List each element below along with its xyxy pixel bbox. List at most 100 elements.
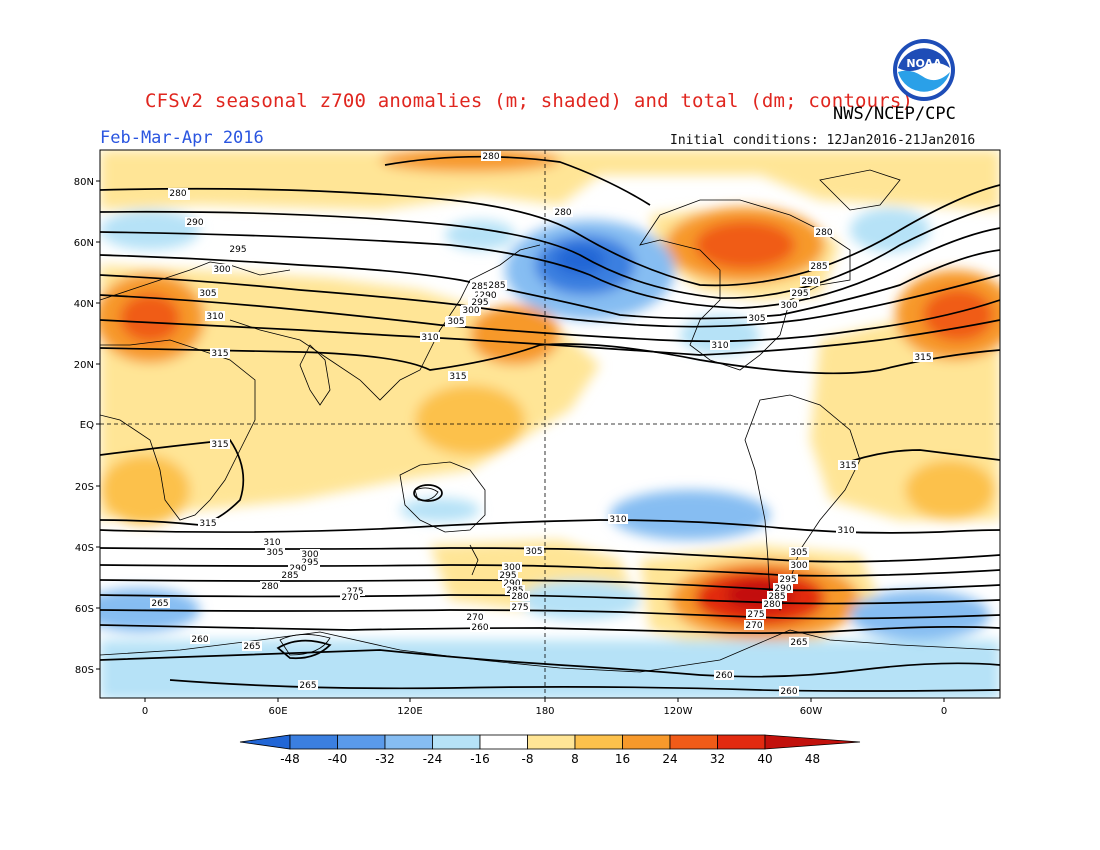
contour-label: 280 <box>763 600 780 610</box>
coastline-nz <box>469 544 479 576</box>
contour-label-bg <box>710 340 730 350</box>
contour-label-bg <box>746 609 766 619</box>
contour-label-bg <box>168 188 188 198</box>
contour-label-bg <box>212 264 232 274</box>
colorbar-label: -24 <box>423 752 443 766</box>
anomaly-low-southpacific <box>610 490 770 540</box>
contour-label: 260 <box>715 671 732 681</box>
lon-label: 180 <box>535 706 554 717</box>
anomaly-high-atlantic-core <box>923 289 993 341</box>
contour-label: 310 <box>837 526 854 536</box>
coastline-northamerica <box>639 199 851 371</box>
contour-s1 <box>100 547 1000 563</box>
contour-label: 270 <box>745 621 762 631</box>
colorbar-label: -16 <box>470 752 490 766</box>
coastline-antarctica-island <box>279 634 331 656</box>
initial-conditions: Initial conditions: 12Jan2016-21Jan2016 <box>670 133 976 148</box>
colorbar-label: 16 <box>615 752 630 766</box>
contour-label: 285 <box>768 592 785 602</box>
anomaly-low-ross <box>520 580 640 620</box>
contour-label: 305 <box>525 547 542 557</box>
contour-label: 275 <box>747 610 764 620</box>
lon-label: 60E <box>268 706 287 717</box>
contour-label: 300 <box>301 550 318 560</box>
coastline-india <box>299 344 331 406</box>
lon-label: 120W <box>664 706 693 717</box>
contour-label-bg <box>242 641 262 651</box>
colorbar-swatch <box>574 734 623 750</box>
contour-label-bg <box>190 634 210 644</box>
contour-n6 <box>100 294 1000 343</box>
contour-label: 270 <box>341 593 358 603</box>
contour-label: 280 <box>815 228 832 238</box>
contour-label: 280 <box>482 152 499 162</box>
contour-label: 280 <box>261 582 278 592</box>
contour-label: 290 <box>186 218 203 228</box>
contour-label-bg <box>800 276 820 286</box>
anomaly-high-southatlantic <box>905 460 995 520</box>
colorbar-swatch <box>622 734 671 750</box>
contour-label-bg <box>524 546 544 556</box>
contour-antarctic-island <box>276 639 332 660</box>
contour-315-atlantic <box>839 449 1000 466</box>
contour-label: 310 <box>206 312 223 322</box>
contour-label-bg <box>210 348 230 358</box>
contour-label: 310 <box>711 341 728 351</box>
contour-label: 285 <box>488 281 505 291</box>
contour-label-bg <box>608 514 628 524</box>
contour-label-bg <box>779 300 799 310</box>
contour-label: 315 <box>199 519 216 529</box>
contour-label-bg <box>481 151 501 161</box>
contour-s6 <box>100 624 1000 634</box>
contour-label: 290 <box>289 564 306 574</box>
anomaly-high-canada-core <box>695 221 795 269</box>
contour-label: 260 <box>191 635 208 645</box>
latitude-axis: 80N 60N 40N 20N EQ 20S 40S 60S 80S <box>74 177 100 676</box>
colorbar: -48 -40 -32 -24 -16 -8 8 16 24 32 40 48 <box>239 734 861 766</box>
colorbar-swatch <box>479 734 528 750</box>
contour-label: 310 <box>609 515 626 525</box>
contour-label-bg <box>809 261 829 271</box>
colorbar-label: -48 <box>280 752 300 766</box>
contour-label-bg <box>762 599 782 609</box>
contour-label-bg <box>789 637 809 647</box>
lon-label: 120E <box>397 706 422 717</box>
colorbar-label: -40 <box>328 752 348 766</box>
contour-label-bg <box>228 244 248 254</box>
contour-label: 305 <box>748 314 765 324</box>
coastlines <box>100 169 1000 673</box>
chart-title: CFSv2 seasonal z700 anomalies (m; shaded… <box>145 90 914 112</box>
contour-label-bg <box>185 217 205 227</box>
anomaly-low-northwest <box>100 210 200 250</box>
contour-260 <box>100 649 1000 678</box>
contour-label: 295 <box>499 571 516 581</box>
contour-n4 <box>100 249 1000 320</box>
contour-label: 290 <box>774 584 791 594</box>
contour-label-bg <box>205 311 225 321</box>
contour-label: 310 <box>421 333 438 343</box>
contour-label: 300 <box>462 306 479 316</box>
contour-s3 <box>100 579 1000 592</box>
contour-label: 280 <box>511 592 528 602</box>
contour-label-bg <box>913 352 933 362</box>
longitude-axis: 0 60E 120E 180 120W 60W 0 <box>142 698 947 717</box>
contour-label: 275 <box>511 603 528 613</box>
anomaly-low-northeast <box>850 208 930 252</box>
contour-label-bg <box>779 686 799 696</box>
contour-label: 315 <box>211 440 228 450</box>
contour-label: 280 <box>169 189 186 199</box>
anomaly-low-australia <box>400 498 480 522</box>
contour-label-bg <box>470 281 490 291</box>
contour-label-bg <box>767 591 787 601</box>
contour-label: 260 <box>471 623 488 633</box>
contour-n1 <box>100 184 1000 287</box>
contour-label: 295 <box>471 298 488 308</box>
colorbar-arrow-right <box>764 734 861 750</box>
contour-n2 <box>100 204 1000 299</box>
svg-text:NOAA: NOAA <box>906 57 942 70</box>
colorbar-swatch <box>432 734 481 750</box>
contour-315-north <box>100 343 1000 375</box>
contour-label-bg <box>198 288 218 298</box>
anomaly-high-pacific <box>470 305 560 365</box>
contour-label: 285 <box>810 262 827 272</box>
